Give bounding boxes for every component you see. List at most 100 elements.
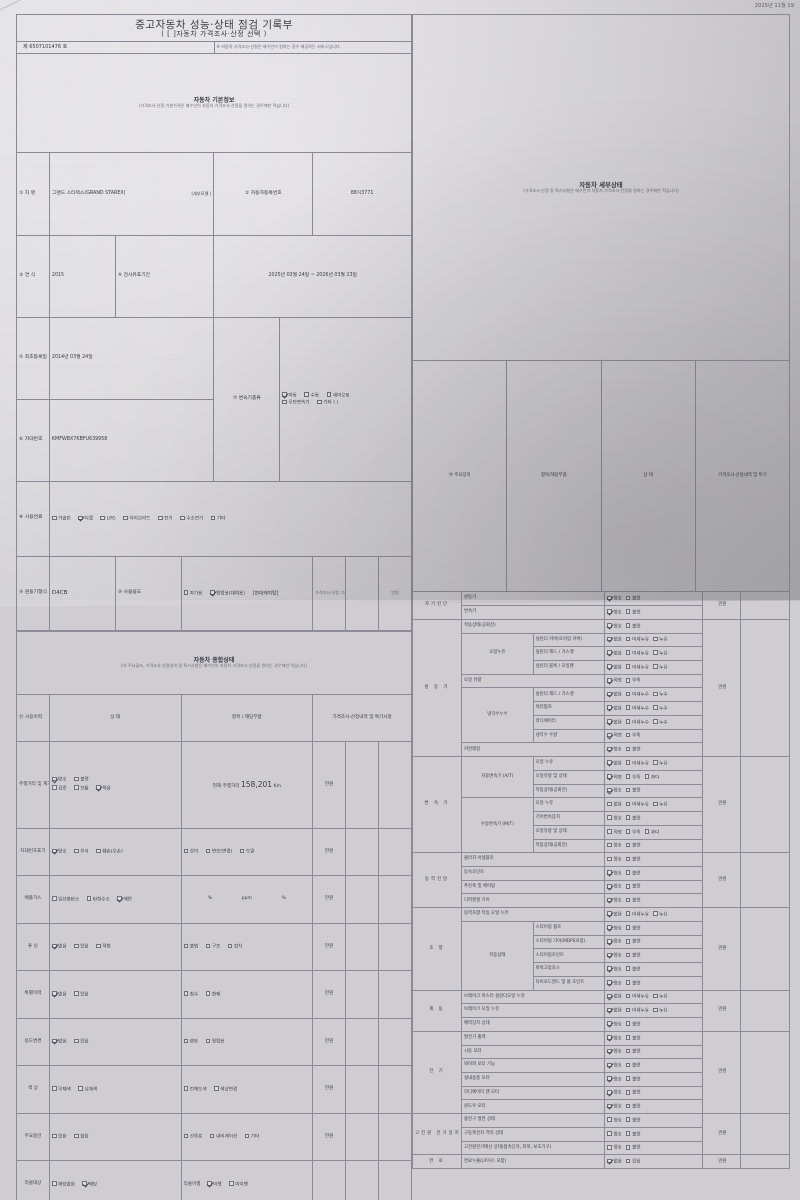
checkbox[interactable] — [625, 1076, 631, 1081]
checkbox[interactable] — [607, 1048, 612, 1054]
state-opt-양호[interactable]: 양호 — [607, 746, 622, 753]
usechange-opt-yes[interactable]: 있음 — [74, 1038, 89, 1045]
state-opt-미세누유[interactable]: 미세누유 — [625, 911, 649, 918]
state-opt-부족[interactable]: 부족 — [625, 774, 641, 781]
state-opt-불량[interactable]: 불량 — [625, 952, 641, 959]
price-write-area[interactable] — [739, 592, 787, 619]
checkbox[interactable] — [607, 925, 612, 930]
checkbox[interactable] — [652, 691, 658, 697]
checkbox[interactable] — [607, 842, 612, 848]
vinmark-opt-different[interactable]: 상이 — [183, 848, 198, 855]
checkbox[interactable] — [625, 719, 631, 724]
price-write-area[interactable] — [739, 1032, 787, 1113]
checkbox[interactable] — [607, 1062, 612, 1068]
checkbox[interactable] — [652, 911, 658, 917]
emission-opt-co[interactable]: 일산화탄소 — [51, 896, 79, 903]
checkbox[interactable] — [625, 746, 631, 752]
state-opt-불량[interactable]: 불량 — [625, 980, 641, 987]
state-opt-양호[interactable]: 양호 — [607, 609, 622, 616]
state-opt-양호[interactable]: 양호 — [607, 1117, 622, 1124]
state-opt-없음[interactable]: 없음 — [607, 911, 622, 918]
tuning-opt-illegal[interactable]: 불법 — [183, 943, 198, 950]
vinmark-opt-altered[interactable]: 변조(변경) — [205, 848, 232, 855]
checkbox[interactable] — [625, 815, 631, 820]
checkbox[interactable] — [625, 1158, 631, 1164]
state-opt-미세누유[interactable]: 미세누유 — [625, 801, 649, 808]
tuning-opt-structure[interactable]: 구조 — [205, 943, 220, 950]
checkbox[interactable] — [607, 705, 612, 711]
usetype-opt-commercial[interactable]: 영업용(대여용) — [209, 590, 245, 597]
trans-opt-cvt[interactable]: 무단변속기 — [282, 399, 310, 406]
trans-opt-manual[interactable]: 수동 — [304, 392, 319, 399]
checkbox[interactable] — [625, 650, 631, 656]
state-opt-양호[interactable]: 양호 — [607, 842, 622, 849]
checkbox[interactable] — [625, 925, 631, 930]
checkbox[interactable] — [625, 774, 631, 779]
checkbox[interactable] — [625, 1048, 631, 1054]
checkbox[interactable] — [625, 966, 631, 971]
state-opt-누수[interactable]: 누수 — [652, 691, 668, 698]
checkbox[interactable] — [607, 870, 612, 875]
emission-opt-hc[interactable]: 탄화수소 — [86, 896, 110, 903]
state-opt-양호[interactable]: 양호 — [607, 1103, 622, 1110]
checkbox[interactable] — [625, 1103, 631, 1109]
state-opt-없음[interactable]: 없음 — [607, 664, 622, 671]
state-opt-없음[interactable]: 없음 — [607, 719, 622, 726]
state-opt-없음[interactable]: 없음 — [607, 1158, 622, 1165]
state-opt-불량[interactable]: 불량 — [625, 897, 641, 904]
checkbox[interactable] — [652, 1007, 658, 1013]
state-opt-없음[interactable]: 없음 — [607, 993, 622, 1000]
checkbox[interactable] — [625, 595, 631, 601]
state-opt-불량[interactable]: 불량 — [625, 883, 641, 890]
state-opt-불량[interactable]: 불량 — [625, 856, 641, 863]
checkbox[interactable] — [625, 705, 631, 711]
checkbox[interactable] — [607, 980, 612, 985]
options-opt-navigation[interactable]: 내비게이션 — [209, 1133, 237, 1140]
state-opt-적정[interactable]: 적정 — [607, 732, 622, 739]
state-opt-불량[interactable]: 불량 — [625, 1144, 641, 1151]
checkbox[interactable] — [625, 980, 631, 985]
emission-opt-smoke[interactable]: 매연 — [117, 896, 132, 903]
recall-opt-na[interactable]: 해당없음 — [51, 1181, 75, 1188]
checkbox[interactable] — [607, 677, 612, 683]
checkbox[interactable] — [607, 829, 612, 834]
checkbox[interactable] — [607, 856, 612, 862]
checkbox[interactable] — [625, 691, 631, 697]
state-opt-양호[interactable]: 양호 — [607, 980, 622, 987]
state-opt-적정[interactable]: 적정 — [607, 774, 622, 781]
checkbox[interactable] — [625, 883, 631, 889]
state-opt-불량[interactable]: 불량 — [625, 938, 641, 945]
state-opt-불량[interactable]: 불량 — [625, 1021, 641, 1028]
state-opt-없음[interactable]: 없음 — [607, 760, 622, 767]
usechange-opt-rent[interactable]: 렌트 — [183, 1038, 198, 1045]
checkbox[interactable] — [652, 636, 658, 642]
mileage-opt-good[interactable]: 양호 — [51, 776, 67, 785]
state-opt-양호[interactable]: 양호 — [607, 1035, 622, 1042]
state-opt-부족[interactable]: 부족 — [625, 732, 641, 739]
checkbox[interactable] — [625, 938, 631, 944]
fuel-opt-hydrogen[interactable]: 수소전기 — [180, 515, 203, 522]
checkbox[interactable] — [625, 1062, 631, 1068]
special-opt-flood[interactable]: 침수 — [183, 991, 198, 998]
checkbox[interactable] — [625, 801, 631, 807]
checkbox[interactable] — [625, 623, 631, 628]
checkbox[interactable] — [625, 1131, 631, 1136]
vinmark-opt-erased[interactable]: 도말 — [239, 848, 254, 855]
state-opt-미세누유[interactable]: 미세누유 — [625, 1007, 649, 1014]
checkbox[interactable] — [607, 1089, 612, 1095]
checkbox[interactable] — [652, 801, 658, 807]
checkbox[interactable] — [652, 719, 658, 724]
usetype-opt-private[interactable]: 자가용 — [183, 590, 202, 597]
vinmark-opt-damaged[interactable]: 훼손(오손) — [96, 848, 123, 855]
state-opt-누수[interactable]: 누수 — [652, 719, 668, 726]
state-opt-미세누수[interactable]: 미세누수 — [625, 705, 649, 712]
state-opt-불량[interactable]: 불량 — [625, 623, 641, 630]
checkbox[interactable] — [607, 650, 612, 656]
checkbox[interactable] — [607, 595, 612, 601]
state-opt-없음[interactable]: 없음 — [607, 650, 622, 657]
special-opt-yes[interactable]: 있음 — [74, 991, 89, 998]
price-write-area[interactable] — [739, 908, 787, 990]
checkbox[interactable] — [607, 815, 612, 820]
special-opt-none[interactable]: 없음 — [51, 991, 67, 998]
state-opt-양호[interactable]: 양호 — [607, 1131, 622, 1138]
